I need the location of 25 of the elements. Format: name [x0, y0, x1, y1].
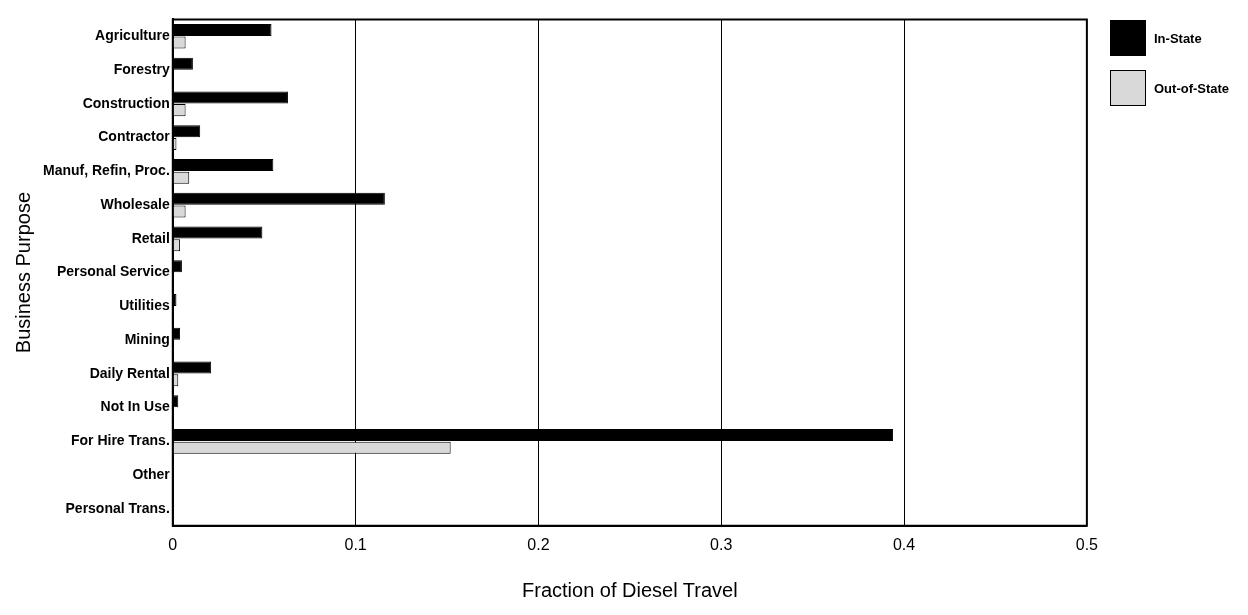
- x-tick-label: 0.3: [710, 535, 733, 553]
- x-tick-label: 0.4: [892, 535, 916, 553]
- text: Out-of-State: [1154, 80, 1230, 96]
- y-tick-label: Personal Service: [56, 263, 170, 280]
- y-tick-label: Not In Use: [100, 398, 170, 415]
- y-axis-title: Business Purpose: [11, 192, 34, 354]
- x-tick-label: 0.5: [1075, 535, 1099, 553]
- y-tick-label: Utilities: [119, 297, 170, 314]
- y-tick-label: Mining: [124, 330, 170, 347]
- x-tick-label: 0.2: [527, 535, 550, 553]
- y-tick-label: Other: [132, 466, 171, 483]
- y-tick-label: Retail: [131, 229, 170, 246]
- y-tick-label: Construction: [82, 94, 170, 111]
- y-tick-label: Personal Trans.: [65, 499, 170, 516]
- y-tick-label: Daily Rental: [89, 364, 170, 381]
- text: In-State: [1154, 30, 1202, 46]
- x-axis-title: Fraction of Diesel Travel: [522, 578, 738, 601]
- y-tick-label: Manuf, Refin, Proc.: [42, 162, 170, 179]
- x-tick-label: 0.1: [344, 535, 367, 553]
- y-tick-label: Wholesale: [100, 195, 170, 212]
- y-tick-label: Forestry: [113, 60, 170, 77]
- y-tick-label: Agriculture: [95, 27, 170, 44]
- x-tick-label: 0: [168, 535, 178, 553]
- y-tick-label: Contractor: [98, 128, 171, 145]
- y-tick-label: For Hire Trans.: [70, 432, 170, 449]
